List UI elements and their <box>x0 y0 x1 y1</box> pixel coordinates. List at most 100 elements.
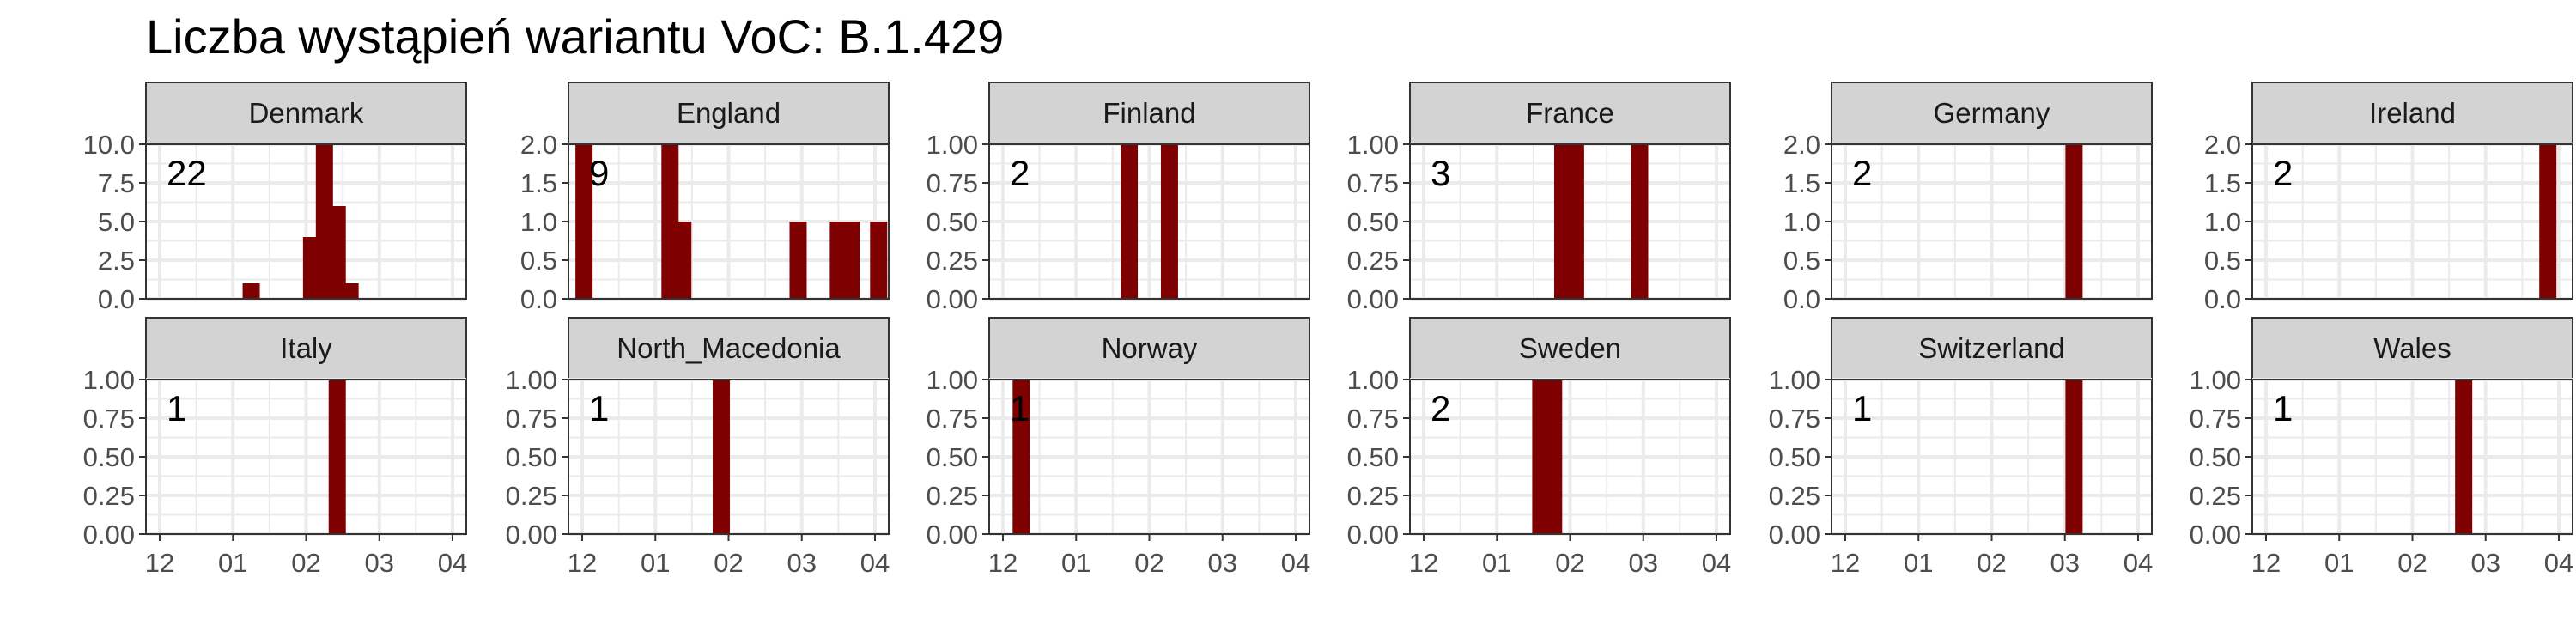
x-tick-label: 01 <box>1061 548 1091 578</box>
y-tick-label: 0.25 <box>927 481 978 511</box>
facet-strip <box>1831 82 2153 145</box>
y-tick-label: 0.00 <box>2190 519 2241 550</box>
x-tick-label: 12 <box>988 548 1018 578</box>
bar <box>1566 144 1584 299</box>
facet-strip-label: Switzerland <box>1918 332 2065 364</box>
x-tick-label: 03 <box>2471 548 2500 578</box>
bar <box>2539 144 2557 299</box>
facet-strip-label: Ireland <box>2369 97 2456 129</box>
y-tick-label: 0.0 <box>2204 284 2241 314</box>
facet-strip-label: Germany <box>1934 97 2050 129</box>
facet-strip <box>1409 317 1731 380</box>
bar <box>328 380 346 534</box>
x-tick-label: 02 <box>1977 548 2006 578</box>
x-tick-label: 04 <box>438 548 467 578</box>
facet-finland: Finland 2 0.00 0.25 0.50 0.75 1.00 <box>927 82 1310 314</box>
facet-strip <box>145 82 467 145</box>
facet-norway: Norway 1 0.00 0.25 0.50 0.75 1.00 12 01 02 03 04 <box>927 317 1310 578</box>
y-tick-label: 0.50 <box>927 442 978 472</box>
y-tick-label: 0.75 <box>2190 404 2241 434</box>
y-tick-label: 1.00 <box>1769 365 1820 395</box>
x-tick-label: 03 <box>1208 548 1237 578</box>
facet-england: England 9 0.0 0.5 1.0 1.5 2.0 <box>520 82 890 314</box>
y-tick-label: 0.00 <box>1347 519 1399 550</box>
y-tick-label: 0.00 <box>1347 284 1399 314</box>
x-tick-label: 02 <box>714 548 743 578</box>
x-tick-label: 01 <box>1482 548 1511 578</box>
x-tick-label: 02 <box>1555 548 1584 578</box>
bar <box>870 222 888 299</box>
y-tick-label: 0.50 <box>1347 207 1399 237</box>
y-tick-label: 0.50 <box>1769 442 1820 472</box>
bar <box>712 380 730 534</box>
facet-switzerland: Switzerland 1 0.00 0.25 0.50 0.75 1.00 12 01 02 03… <box>1769 317 2153 578</box>
facet-strip-label: Sweden <box>1519 332 1621 364</box>
facet-france: France 3 0.00 0.25 0.50 0.75 1.00 <box>1347 82 1731 314</box>
facet-strip-label: Norway <box>1102 332 1198 364</box>
y-tick-label: 0.5 <box>1783 246 1820 276</box>
y-tick-label: 0.25 <box>506 481 557 511</box>
facet-strip-label: Denmark <box>249 97 364 129</box>
y-tick-label: 1.5 <box>520 168 557 198</box>
y-tick-label: 2.5 <box>98 246 135 276</box>
y-tick-label: 0.0 <box>98 284 135 314</box>
y-tick-label: 0.75 <box>506 404 557 434</box>
total-count-label: 2 <box>1431 388 1450 428</box>
x-tick-label: 04 <box>2544 548 2573 578</box>
x-tick-label: 02 <box>291 548 320 578</box>
y-tick-label: 1.00 <box>1347 130 1399 160</box>
total-count-label: 3 <box>1431 153 1450 193</box>
facet-strip <box>988 82 1310 145</box>
total-count-label: 1 <box>589 388 609 428</box>
x-tick-label: 03 <box>2050 548 2080 578</box>
y-tick-label: 0.00 <box>927 519 978 550</box>
y-tick-label: 0.25 <box>2190 481 2241 511</box>
total-count-label: 9 <box>589 153 609 193</box>
facet-strip-label: Wales <box>2373 332 2451 364</box>
y-tick-label: 0.5 <box>520 246 557 276</box>
facet-strip <box>2251 82 2573 145</box>
x-tick-label: 01 <box>641 548 670 578</box>
y-tick-label: 1.00 <box>83 365 135 395</box>
y-tick-label: 1.00 <box>927 130 978 160</box>
x-tick-label: 03 <box>365 548 394 578</box>
facet-strip <box>2251 317 2573 380</box>
y-tick-label: 0.75 <box>1769 404 1820 434</box>
bar <box>1631 144 1649 299</box>
facet-strip-label: France <box>1526 97 1614 129</box>
y-tick-label: 0.25 <box>83 481 135 511</box>
y-tick-label: 0.75 <box>1347 168 1399 198</box>
facet-strip-label: England <box>677 97 781 129</box>
y-tick-label: 0.75 <box>1347 404 1399 434</box>
y-tick-label: 0.50 <box>1347 442 1399 472</box>
y-tick-label: 0.00 <box>83 519 135 550</box>
y-tick-label: 0.00 <box>506 519 557 550</box>
y-tick-label: 1.00 <box>1347 365 1399 395</box>
y-tick-label: 0.25 <box>1347 246 1399 276</box>
total-count-label: 22 <box>167 153 207 193</box>
facet-strip <box>1831 317 2153 380</box>
y-tick-label: 1.0 <box>2204 207 2241 237</box>
y-tick-label: 0.0 <box>520 284 557 314</box>
bar <box>674 222 692 299</box>
y-tick-label: 2.0 <box>520 130 557 160</box>
y-tick-label: 1.0 <box>520 207 557 237</box>
y-tick-label: 1.00 <box>2190 365 2241 395</box>
x-tick-label: 02 <box>1134 548 1163 578</box>
total-count-label: 2 <box>1010 153 1030 193</box>
bar <box>2065 144 2083 299</box>
y-tick-label: 0.5 <box>2204 246 2241 276</box>
y-tick-label: 0.50 <box>927 207 978 237</box>
facet-ireland: Ireland 2 0.0 0.5 1.0 1.5 2.0 <box>2204 82 2573 314</box>
total-count-label: 1 <box>1852 388 1872 428</box>
x-tick-label: 01 <box>218 548 247 578</box>
y-tick-label: 0.25 <box>1347 481 1399 511</box>
facet-denmark: Denmark 22 0.0 2.5 5.0 7.5 10.0 <box>83 82 467 314</box>
y-tick-label: 2.0 <box>2204 130 2241 160</box>
facet-strip-label: North_Macedonia <box>617 332 841 364</box>
facet-strip <box>568 317 890 380</box>
bar <box>1160 144 1178 299</box>
y-tick-label: 0.0 <box>1783 284 1820 314</box>
